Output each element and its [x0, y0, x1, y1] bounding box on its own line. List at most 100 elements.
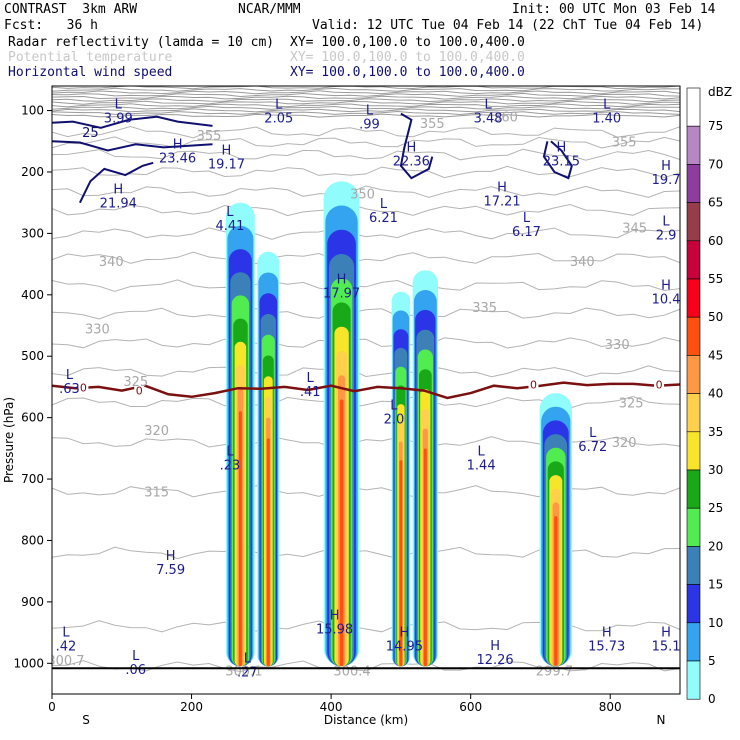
- theta-contour: [52, 365, 680, 378]
- wind-extremum-kind: H: [490, 639, 500, 654]
- colorbar-swatch: [686, 202, 701, 242]
- theta-contour-label: 320: [612, 436, 637, 451]
- wind-contour: [79, 161, 154, 204]
- wind-extremum-kind: H: [661, 279, 671, 294]
- wind-extremum-kind: L: [523, 211, 531, 226]
- freezing-label-bg: [654, 378, 665, 390]
- x-tick-label: 200: [180, 700, 203, 714]
- wind-extremum-value: .41: [300, 385, 321, 400]
- wind-extremum-kind: H: [166, 549, 176, 564]
- y-axis-label: Pressure (hPa): [2, 397, 16, 483]
- colorbar-swatch: [686, 87, 701, 127]
- wind-extremum-value: 6.21: [369, 211, 398, 226]
- theta-contour: [52, 125, 680, 139]
- wind-extremum-value: 14.95: [386, 640, 423, 655]
- header-fcst: Fcst: 36 h: [4, 18, 98, 33]
- wind-extremum-value: 2.9: [656, 228, 677, 243]
- colorbar-level-label: 70: [708, 157, 723, 171]
- wind-extremum-value: .06: [125, 663, 146, 678]
- theta-band-line: [52, 90, 680, 95]
- wind-extremum-kind: L: [226, 205, 234, 220]
- colorbar-swatch: [686, 355, 701, 394]
- theta-band-line: [52, 95, 680, 100]
- wind-extremum-value: 19.17: [208, 158, 245, 173]
- x-tick-label: 600: [459, 700, 482, 714]
- theta-band-line: [52, 100, 680, 105]
- wind-extremum-kind: H: [113, 182, 123, 197]
- y-tick-label: 600: [21, 411, 44, 425]
- wind-extremum-value: 15.1: [652, 640, 681, 655]
- theta-contour: [52, 165, 680, 179]
- theta-contour-label: 350: [350, 187, 375, 202]
- freezing-label-bg: [528, 378, 539, 390]
- colorbar-level-label: 10: [708, 616, 723, 630]
- colorbar-swatch: [686, 431, 701, 471]
- theta-contour-label: 325: [123, 375, 148, 390]
- wind-extremum-value: 2.0: [384, 412, 405, 427]
- header-valid: Valid: 12 UTC Tue 04 Feb 14 (22 ChT Tue …: [312, 18, 704, 33]
- freezing-level-label: 0: [656, 378, 663, 391]
- theta-band-line: [52, 110, 680, 116]
- wind-extremum-kind: L: [380, 197, 388, 212]
- y-tick-label: 300: [21, 226, 44, 240]
- wind-extremum-value: 4.41: [215, 219, 244, 234]
- header-center: NCAR/MMM: [238, 2, 301, 17]
- wind-extremum-kind: H: [661, 626, 671, 641]
- theta-contour-label: 335: [472, 301, 497, 316]
- theta-band-line: [52, 87, 680, 92]
- theta-contour: [52, 660, 680, 673]
- wind-extremum-kind: L: [589, 426, 597, 441]
- theta-contour: [52, 185, 680, 198]
- wind-extremum-value: .63: [59, 382, 80, 397]
- wind-extremum-value: .99: [359, 118, 380, 133]
- wind-extremum-kind: H: [337, 273, 347, 288]
- x-tick-label: 400: [320, 700, 343, 714]
- colorbar-level-label: 50: [708, 310, 723, 324]
- theta-contour-label: 340: [570, 255, 595, 270]
- y-tick-label: 100: [21, 104, 44, 118]
- theta-contour-label: 355: [612, 135, 637, 150]
- field-theta-xy: XY= 100.0,100.0 to 100.0,400.0: [290, 50, 525, 65]
- reflectivity-band: [339, 399, 344, 667]
- colorbar-level-label: 35: [708, 425, 723, 439]
- wind-extremum-kind: L: [307, 371, 315, 386]
- colorbar-swatch: [686, 316, 701, 356]
- freezing-level-label: 0: [136, 385, 143, 398]
- wind-extremum-value: 3.48: [474, 112, 503, 127]
- theta-band-line: [52, 98, 680, 103]
- freezing-level-line: [52, 381, 680, 400]
- theta-contour-label: 325: [619, 396, 644, 411]
- wind-extremum-kind: H: [222, 144, 232, 159]
- wind-extremum-kind: L: [390, 398, 398, 413]
- wind-extremum-kind: L: [244, 652, 252, 667]
- field-reflectivity-xy: XY= 100.0,100.0 to 100.0,400.0: [290, 35, 525, 50]
- wind-extremum-value: 1.44: [467, 459, 496, 474]
- wind-contour: [399, 112, 434, 180]
- y-tick-label: 200: [21, 165, 44, 179]
- theta-contour-label: 330: [605, 338, 630, 353]
- wind-extremum-kind: H: [173, 137, 183, 152]
- theta-contour-label: 330: [85, 323, 110, 338]
- colorbar-level-label: 60: [708, 234, 723, 248]
- wind-extremum-kind: H: [556, 141, 566, 156]
- y-tick-label: 1000: [13, 656, 44, 670]
- wind-extremum-value: 15.73: [588, 640, 625, 655]
- wind-extremum-kind: L: [115, 98, 123, 113]
- wind-extremum-value: 12.26: [476, 653, 513, 668]
- colorbar-swatch: [686, 393, 701, 433]
- wind-extremum-kind: H: [602, 626, 612, 641]
- colorbar-level-label: 40: [708, 387, 723, 401]
- colorbar-level-label: 5: [708, 654, 716, 668]
- theta-band-line: [52, 103, 680, 108]
- field-wind-name: Horizontal wind speed: [8, 65, 173, 80]
- axis-end-right: N: [657, 713, 666, 727]
- colorbar-level-label: 55: [708, 272, 723, 286]
- x-tick-label: 800: [599, 700, 622, 714]
- wind-extremum-value: 7.59: [156, 563, 185, 578]
- colorbar-level-label: 65: [708, 196, 723, 210]
- colorbar-swatch: [686, 660, 701, 700]
- colorbar-swatch: [686, 164, 701, 203]
- x-axis-label: Distance (km): [324, 713, 408, 727]
- wind-extremum-kind: H: [399, 626, 409, 641]
